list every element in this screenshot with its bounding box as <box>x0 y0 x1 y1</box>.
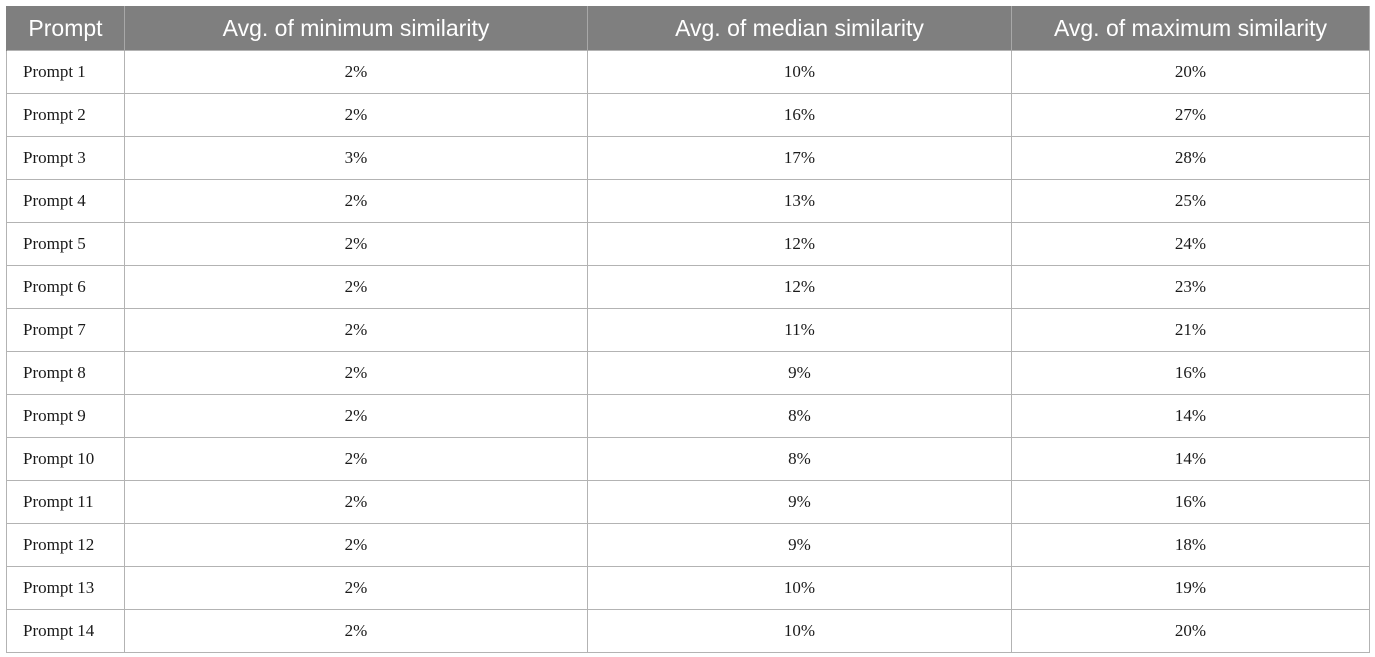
header-avg-maximum-similarity: Avg. of maximum similarity <box>1011 6 1370 51</box>
cell-median-similarity: 10% <box>587 50 1012 94</box>
cell-prompt: Prompt 12 <box>6 523 125 567</box>
cell-median-similarity: 9% <box>587 480 1012 524</box>
table-row: Prompt 8 2% 9% 16% <box>6 351 1370 395</box>
cell-prompt: Prompt 11 <box>6 480 125 524</box>
cell-median-similarity: 17% <box>587 136 1012 180</box>
cell-prompt: Prompt 1 <box>6 50 125 94</box>
cell-median-similarity: 8% <box>587 437 1012 481</box>
table-row: Prompt 2 2% 16% 27% <box>6 93 1370 137</box>
cell-min-similarity: 2% <box>124 437 588 481</box>
cell-min-similarity: 2% <box>124 179 588 223</box>
cell-min-similarity: 2% <box>124 50 588 94</box>
table-row: Prompt 4 2% 13% 25% <box>6 179 1370 223</box>
header-avg-median-similarity: Avg. of median similarity <box>587 6 1012 51</box>
cell-median-similarity: 12% <box>587 222 1012 266</box>
table-header: Prompt Avg. of minimum similarity Avg. o… <box>6 6 1370 51</box>
table-row: Prompt 7 2% 11% 21% <box>6 308 1370 352</box>
cell-max-similarity: 14% <box>1011 437 1370 481</box>
cell-max-similarity: 24% <box>1011 222 1370 266</box>
cell-max-similarity: 21% <box>1011 308 1370 352</box>
table-row: Prompt 13 2% 10% 19% <box>6 566 1370 610</box>
cell-min-similarity: 2% <box>124 566 588 610</box>
cell-median-similarity: 10% <box>587 566 1012 610</box>
cell-prompt: Prompt 9 <box>6 394 125 438</box>
cell-min-similarity: 2% <box>124 480 588 524</box>
cell-prompt: Prompt 3 <box>6 136 125 180</box>
cell-min-similarity: 2% <box>124 523 588 567</box>
cell-prompt: Prompt 5 <box>6 222 125 266</box>
cell-max-similarity: 20% <box>1011 609 1370 653</box>
cell-median-similarity: 13% <box>587 179 1012 223</box>
cell-max-similarity: 20% <box>1011 50 1370 94</box>
cell-min-similarity: 2% <box>124 351 588 395</box>
table-row: Prompt 3 3% 17% 28% <box>6 136 1370 180</box>
table-row: Prompt 14 2% 10% 20% <box>6 609 1370 653</box>
table-row: Prompt 10 2% 8% 14% <box>6 437 1370 481</box>
table-body: Prompt 1 2% 10% 20% Prompt 2 2% 16% 27% … <box>6 50 1370 653</box>
cell-min-similarity: 2% <box>124 265 588 309</box>
table-row: Prompt 5 2% 12% 24% <box>6 222 1370 266</box>
cell-prompt: Prompt 4 <box>6 179 125 223</box>
cell-max-similarity: 16% <box>1011 480 1370 524</box>
cell-prompt: Prompt 6 <box>6 265 125 309</box>
cell-min-similarity: 2% <box>124 394 588 438</box>
cell-median-similarity: 10% <box>587 609 1012 653</box>
cell-prompt: Prompt 2 <box>6 93 125 137</box>
cell-prompt: Prompt 10 <box>6 437 125 481</box>
table-row: Prompt 12 2% 9% 18% <box>6 523 1370 567</box>
cell-median-similarity: 16% <box>587 93 1012 137</box>
header-row: Prompt Avg. of minimum similarity Avg. o… <box>6 6 1370 51</box>
cell-max-similarity: 23% <box>1011 265 1370 309</box>
cell-max-similarity: 16% <box>1011 351 1370 395</box>
cell-min-similarity: 2% <box>124 308 588 352</box>
similarity-table: Prompt Avg. of minimum similarity Avg. o… <box>6 6 1370 653</box>
cell-median-similarity: 12% <box>587 265 1012 309</box>
cell-median-similarity: 9% <box>587 523 1012 567</box>
table-row: Prompt 11 2% 9% 16% <box>6 480 1370 524</box>
cell-prompt: Prompt 8 <box>6 351 125 395</box>
cell-min-similarity: 3% <box>124 136 588 180</box>
cell-median-similarity: 11% <box>587 308 1012 352</box>
cell-median-similarity: 8% <box>587 394 1012 438</box>
cell-min-similarity: 2% <box>124 609 588 653</box>
cell-min-similarity: 2% <box>124 222 588 266</box>
table-row: Prompt 1 2% 10% 20% <box>6 50 1370 94</box>
cell-max-similarity: 19% <box>1011 566 1370 610</box>
cell-prompt: Prompt 13 <box>6 566 125 610</box>
cell-median-similarity: 9% <box>587 351 1012 395</box>
cell-prompt: Prompt 7 <box>6 308 125 352</box>
cell-max-similarity: 14% <box>1011 394 1370 438</box>
table-row: Prompt 9 2% 8% 14% <box>6 394 1370 438</box>
header-prompt: Prompt <box>6 6 125 51</box>
cell-max-similarity: 27% <box>1011 93 1370 137</box>
cell-max-similarity: 18% <box>1011 523 1370 567</box>
cell-prompt: Prompt 14 <box>6 609 125 653</box>
table-row: Prompt 6 2% 12% 23% <box>6 265 1370 309</box>
cell-max-similarity: 28% <box>1011 136 1370 180</box>
cell-max-similarity: 25% <box>1011 179 1370 223</box>
cell-min-similarity: 2% <box>124 93 588 137</box>
header-avg-minimum-similarity: Avg. of minimum similarity <box>124 6 588 51</box>
